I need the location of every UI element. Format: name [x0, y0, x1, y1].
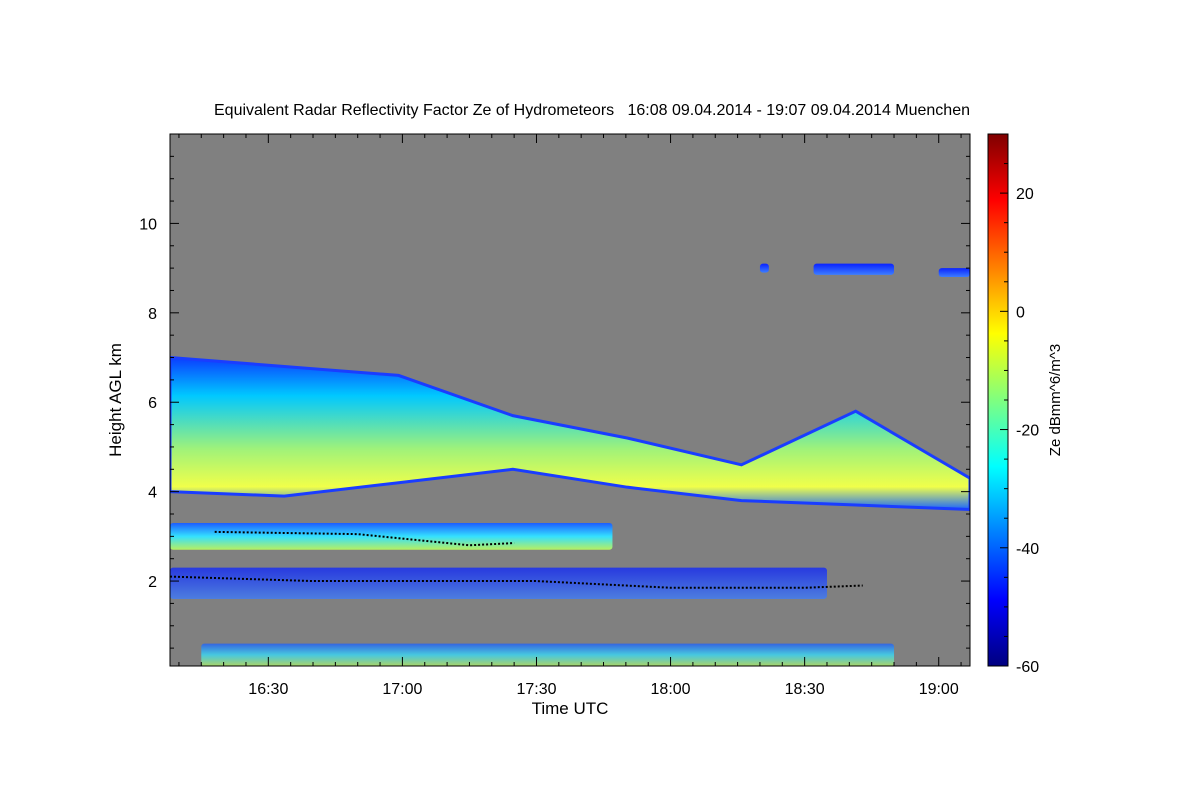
y-tick-label: 10 [139, 216, 157, 233]
echo-mid-layer [170, 522, 613, 550]
x-axis-label: Time UTC [532, 699, 609, 718]
colorbar-label: Ze dBmm^6/m^3 [1047, 344, 1064, 456]
colorbar-ticks: 20 0 -20 -40 -60 [1000, 133, 1039, 676]
colorbar-tick-label: -60 [1016, 659, 1039, 676]
y-tick-label: 2 [148, 574, 157, 591]
black-dotted-cloud-base-low [170, 575, 863, 589]
black-dotted-cloud-base-mid [214, 530, 515, 547]
x-tick-label: 17:00 [382, 681, 422, 698]
cloud-layer-main-cloud [170, 357, 970, 510]
colorbar-tick-label: 20 [1016, 186, 1034, 203]
echo-high-cirrus [813, 263, 895, 275]
colorbar-tick-label: -20 [1016, 423, 1039, 440]
plot-frame [169, 133, 971, 667]
y-tick-label: 6 [148, 395, 157, 412]
colorbar-tick-label: 0 [1016, 304, 1025, 321]
cloud-layer-edge [170, 356, 970, 512]
x-tick-label: 18:30 [785, 681, 825, 698]
x-tick-label: 18:00 [651, 681, 691, 698]
echo-layers [170, 263, 970, 666]
chart-title: Equivalent Radar Reflectivity Factor Ze … [214, 102, 970, 119]
x-tick-label: 16:30 [248, 681, 288, 698]
y-tick-label: 8 [148, 306, 157, 323]
x-tick-label: 19:00 [919, 681, 959, 698]
x-tick-label: 17:30 [516, 681, 556, 698]
echo-low-echoes [170, 567, 827, 599]
echo-high-cirrus [759, 263, 769, 273]
y-tick-label: 4 [148, 485, 157, 502]
x-axis: 16:30 17:00 17:30 18:00 18:30 19:00 [178, 134, 962, 698]
y-axis: 2 4 6 8 10 [139, 133, 970, 649]
y-axis-label: Height AGL km [106, 343, 125, 457]
echo-high-cirrus [938, 268, 970, 278]
colorbar-tick-label: -40 [1016, 541, 1039, 558]
echo-near-surface-clutter [201, 643, 895, 666]
